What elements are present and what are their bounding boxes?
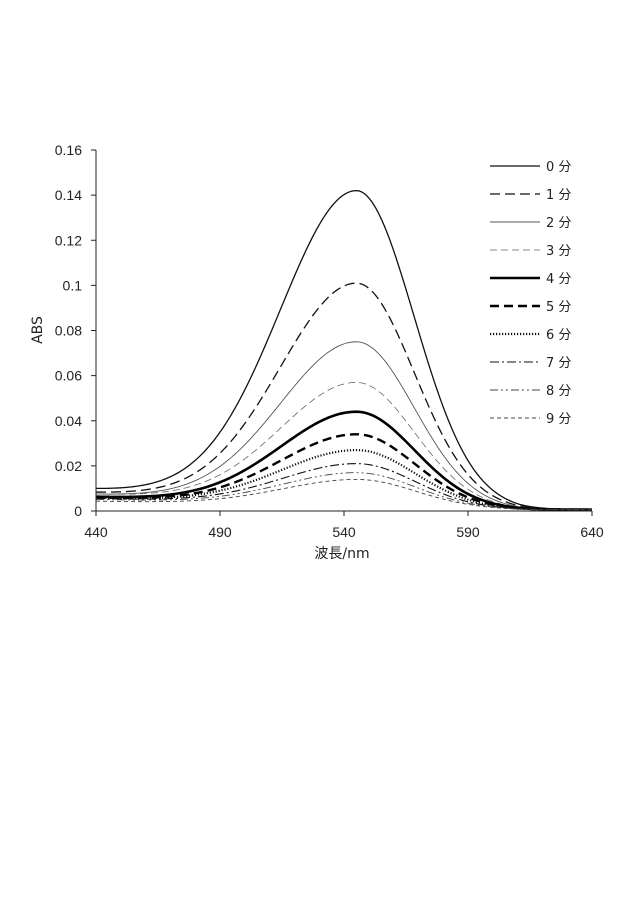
y-tick-label: 0.12 (55, 232, 82, 248)
series-line-3 (96, 382, 592, 509)
x-tick-label: 640 (580, 524, 604, 540)
y-tick-label: 0.04 (55, 413, 82, 429)
series-line-1 (96, 283, 592, 509)
series-line-7 (96, 464, 592, 510)
legend-label-3: 3 分 (546, 244, 571, 259)
x-tick-label: 490 (208, 524, 232, 540)
series-line-6 (96, 450, 592, 510)
legend-label-8: 8 分 (546, 384, 571, 399)
legend-label-1: 1 分 (546, 188, 571, 203)
x-tick-label: 540 (332, 524, 356, 540)
legend-label-9: 9 分 (546, 412, 571, 427)
series-line-4 (96, 412, 592, 510)
axes (96, 150, 592, 511)
y-tick-label: 0.06 (55, 368, 82, 384)
x-axis-title: 波長/nm (314, 546, 369, 562)
y-tick-label: 0.14 (55, 187, 82, 203)
y-tick-label: 0.16 (55, 142, 82, 158)
y-ticks: 0 0.02 0.04 0.06 0.08 0.1 0.12 0.14 0.16 (55, 142, 96, 519)
legend-label-0: 0 分 (546, 160, 571, 175)
x-ticks: 440 490 540 590 640 (84, 511, 604, 540)
legend-label-7: 7 分 (546, 356, 571, 371)
plot-area (96, 191, 592, 510)
legend-label-4: 4 分 (546, 272, 571, 287)
series-line-0 (96, 191, 592, 510)
y-tick-label: 0.1 (63, 277, 83, 293)
x-tick-label: 440 (84, 524, 108, 540)
legend: 0 分 1 分 2 分 3 分 4 分 5 分 6 分 7 分 8 分 9 分 (490, 160, 571, 427)
legend-label-6: 6 分 (546, 328, 571, 343)
chart: 0 0.02 0.04 0.06 0.08 0.1 0.12 0.14 0.16 440 490 5… (0, 0, 640, 919)
y-tick-label: 0.08 (55, 323, 82, 339)
y-tick-label: 0 (74, 503, 82, 519)
x-tick-label: 590 (456, 524, 480, 540)
y-axis-title: ABS (30, 316, 46, 344)
y-tick-label: 0.02 (55, 458, 82, 474)
legend-label-2: 2 分 (546, 216, 571, 231)
legend-label-5: 5 分 (546, 300, 571, 315)
